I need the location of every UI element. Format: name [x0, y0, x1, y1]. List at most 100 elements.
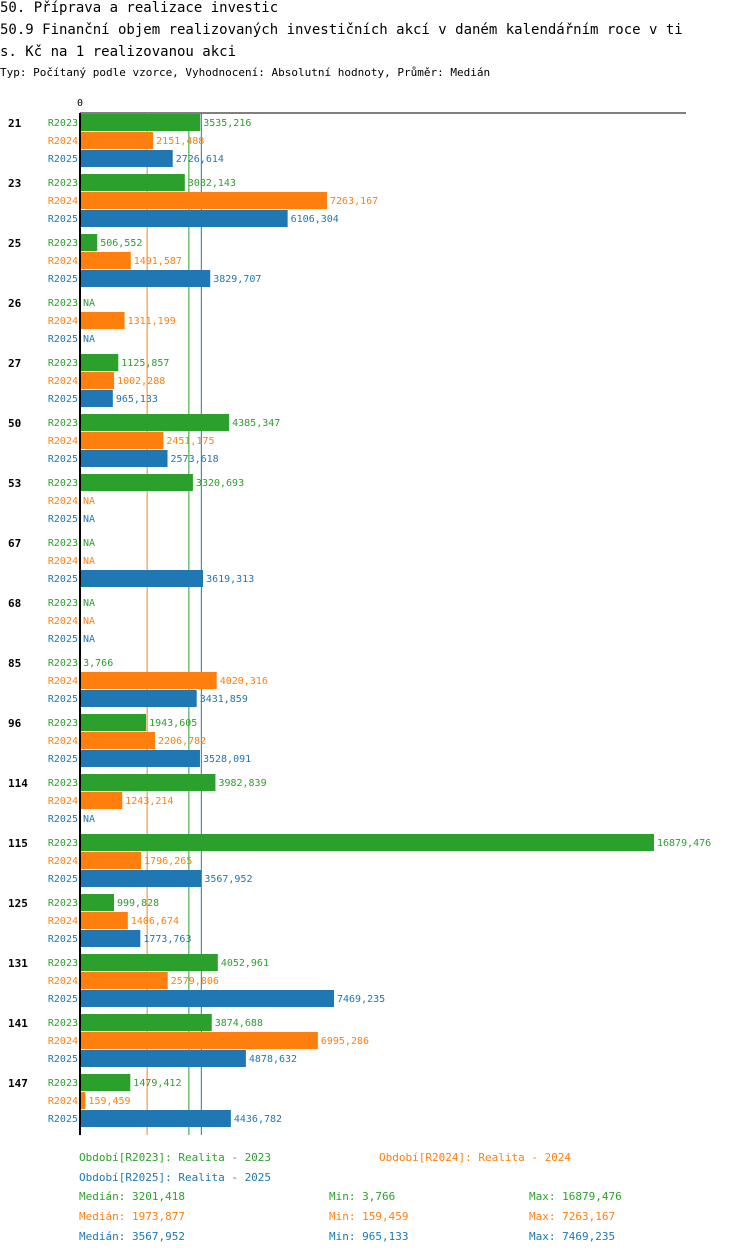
stat-r2025-max: Max: 7469,235	[529, 1230, 616, 1243]
data-label: 6106,304	[291, 214, 339, 225]
category-label: 114	[8, 777, 28, 790]
data-label: 1943,605	[149, 718, 197, 729]
data-label: 7263,167	[330, 196, 378, 207]
category-label: 21	[8, 117, 22, 130]
data-label: 159,459	[88, 1096, 130, 1107]
data-label: 1479,412	[133, 1078, 181, 1089]
series-label: R2024	[48, 136, 78, 147]
series-label: R2025	[48, 334, 78, 345]
category-label: 50	[8, 417, 21, 430]
bar	[80, 270, 211, 287]
stat-r2025-min: Min: 965,133	[329, 1230, 409, 1243]
data-label: 1491,587	[134, 256, 182, 267]
data-label: 2579,806	[171, 976, 219, 987]
data-label: 506,552	[100, 238, 142, 249]
data-label: 965,133	[116, 394, 158, 405]
data-label: 3567,952	[204, 874, 252, 885]
stat-r2023-max: Max: 16879,476	[529, 1190, 622, 1203]
data-label: 1796,265	[144, 856, 192, 867]
series-label: R2025	[48, 1054, 78, 1065]
data-label: 3535,216	[203, 118, 251, 129]
bar	[80, 312, 125, 329]
series-label: R2025	[48, 394, 78, 405]
series-label: R2025	[48, 814, 78, 825]
bar	[80, 834, 654, 851]
chart-title-line-2: 50.9 Finanční objem realizovaných invest…	[0, 22, 683, 38]
series-label: R2025	[48, 454, 78, 465]
category-label: 25	[8, 237, 21, 250]
stat-r2023-median: Medián: 3201,418	[79, 1190, 185, 1203]
bar-chart: 0 21 R2023 3535,216 R2024 2151,488 R2025 2726,6…	[8, 98, 711, 1135]
stat-r2024-max: Max: 7263,167	[529, 1210, 616, 1223]
bar	[80, 972, 168, 989]
bar	[80, 432, 164, 449]
category-label: 68	[8, 597, 21, 610]
bar	[80, 372, 115, 389]
legend-r2024: Období[R2024]: Realita - 2024	[379, 1151, 572, 1164]
stat-r2024-min: Min: 159,459	[329, 1210, 409, 1223]
bar	[80, 1050, 246, 1067]
data-label: 3874,688	[215, 1018, 263, 1029]
series-label: R2023	[48, 718, 78, 729]
chart-title-line-3: s. Kč na 1 realizovanou akci	[0, 44, 237, 60]
series-label: R2025	[48, 574, 78, 585]
bar	[80, 912, 128, 929]
series-label: R2024	[48, 616, 78, 627]
stat-r2023-min: Min: 3,766	[329, 1190, 396, 1203]
series-label: R2023	[48, 598, 78, 609]
bar	[80, 870, 202, 887]
bar	[80, 732, 156, 749]
series-label: R2023	[48, 658, 78, 669]
data-label: 2726,614	[176, 154, 224, 165]
data-label: 3320,693	[196, 478, 244, 489]
series-label: R2024	[48, 736, 78, 747]
bar	[80, 1074, 131, 1091]
data-label: NA	[83, 556, 95, 567]
bar	[80, 192, 327, 209]
data-label: 1002,288	[117, 376, 165, 387]
bar	[80, 570, 204, 587]
data-label: 4052,961	[221, 958, 269, 969]
data-label: 2151,488	[156, 136, 204, 147]
data-label: 3829,707	[213, 274, 261, 285]
data-label: 3,766	[83, 658, 113, 669]
bar	[80, 750, 200, 767]
series-label: R2023	[48, 358, 78, 369]
data-label: 4020,316	[220, 676, 268, 687]
chart-subtitle: Typ: Počítaný podle vzorce, Vyhodnocení:…	[0, 66, 491, 79]
data-label: NA	[83, 616, 95, 627]
series-label: R2023	[48, 178, 78, 189]
category-label: 96	[8, 717, 22, 730]
series-label: R2024	[48, 856, 78, 867]
data-label: NA	[83, 814, 95, 825]
bar	[80, 852, 142, 869]
series-label: R2023	[48, 838, 78, 849]
category-label: 85	[8, 657, 21, 670]
bar	[80, 954, 218, 971]
category-label: 53	[8, 477, 21, 490]
data-label: NA	[83, 514, 95, 525]
series-label: R2025	[48, 634, 78, 645]
series-label: R2025	[48, 754, 78, 765]
series-label: R2023	[48, 298, 78, 309]
bar	[80, 930, 141, 947]
series-label: R2025	[48, 214, 78, 225]
data-label: 999,828	[117, 898, 159, 909]
bar	[80, 210, 288, 227]
series-label: R2023	[48, 1078, 78, 1089]
bar	[80, 234, 98, 251]
series-label: R2025	[48, 874, 78, 885]
data-label: 1311,199	[128, 316, 176, 327]
data-label: NA	[83, 634, 95, 645]
series-label: R2023	[48, 778, 78, 789]
data-label: 4878,632	[249, 1054, 297, 1065]
series-label: R2024	[48, 1036, 78, 1047]
series-label: R2023	[48, 958, 78, 969]
category-label: 131	[8, 957, 28, 970]
data-label: 2573,618	[171, 454, 219, 465]
bar	[80, 414, 230, 431]
data-label: 1406,674	[131, 916, 179, 927]
series-label: R2025	[48, 514, 78, 525]
bar	[80, 774, 216, 791]
series-label: R2023	[48, 538, 78, 549]
